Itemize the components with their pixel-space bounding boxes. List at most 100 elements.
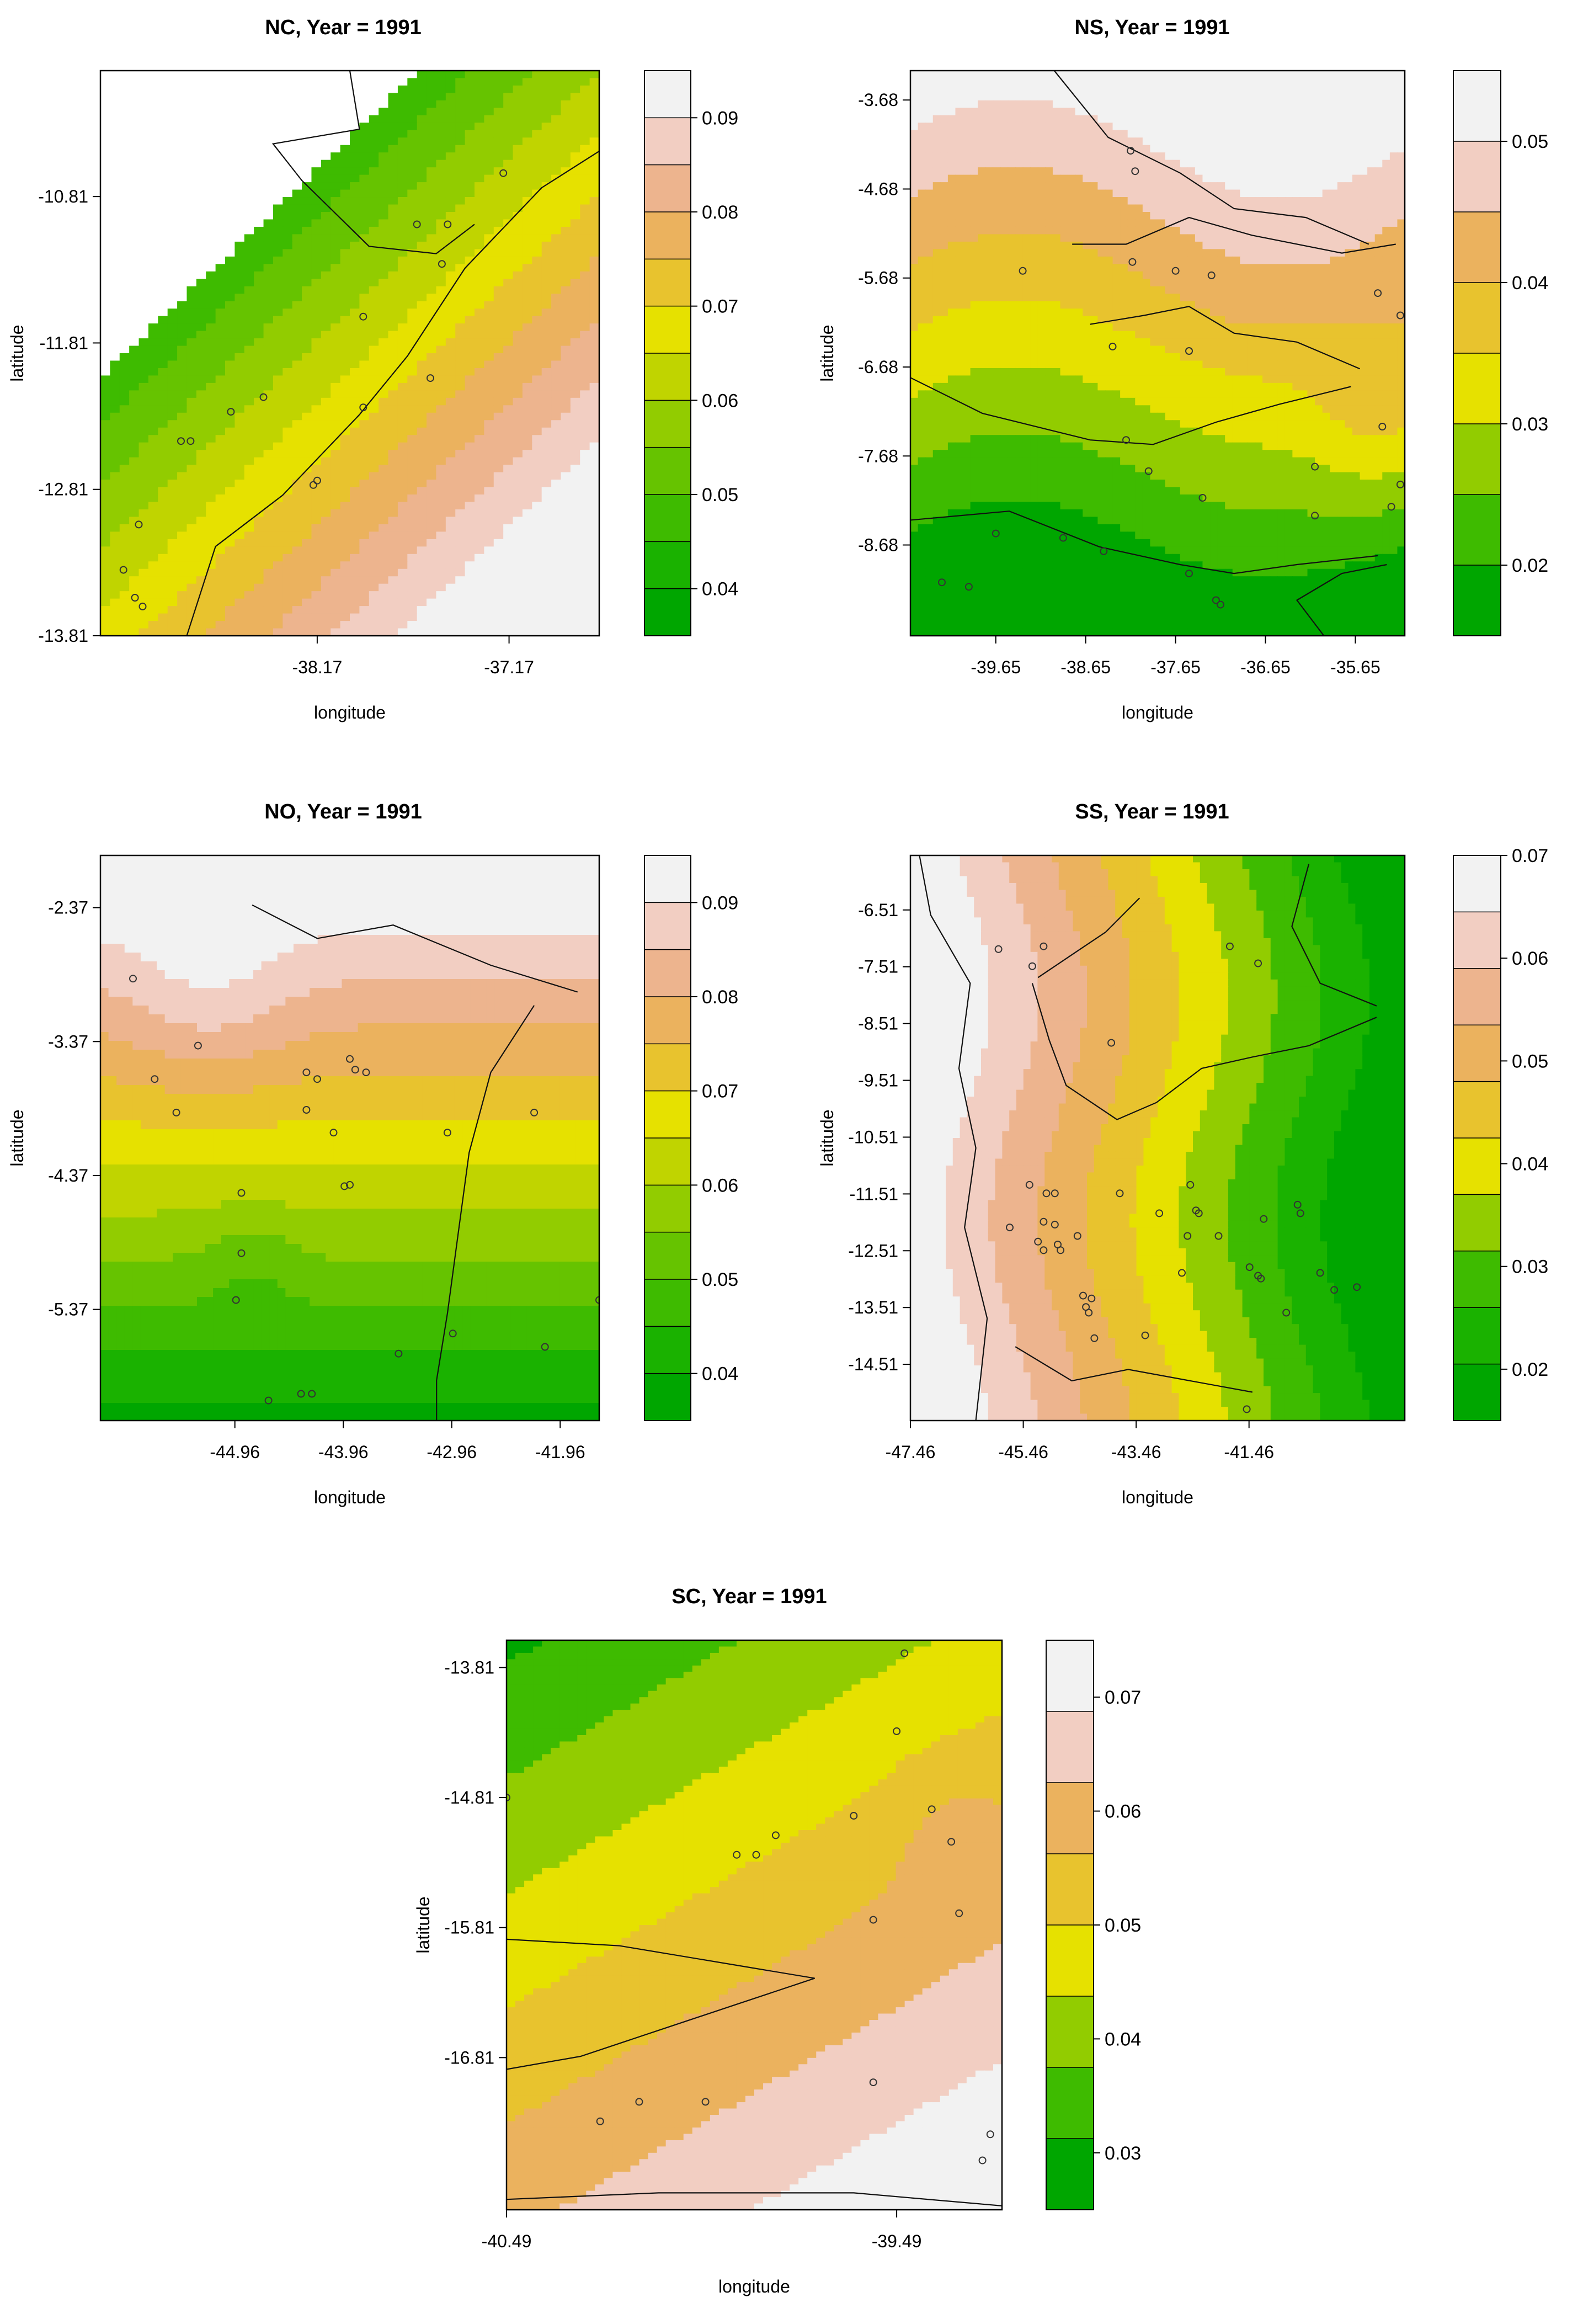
heatmap-cell	[475, 621, 485, 629]
heatmap-cell	[570, 457, 581, 465]
heatmap-cell	[955, 78, 963, 86]
heatmap-cell	[963, 212, 971, 220]
heatmap-cell	[138, 450, 149, 458]
heatmap-cell	[1284, 204, 1293, 212]
heatmap-cell	[244, 546, 254, 555]
heatmap-cell	[129, 390, 140, 398]
heatmap-cell	[148, 390, 159, 398]
heatmap-cell	[475, 360, 485, 369]
heatmap-cell	[475, 591, 485, 599]
heatmap-cell	[254, 613, 264, 621]
heatmap-cell	[234, 628, 245, 636]
heatmap-cell	[522, 509, 533, 518]
heatmap-cell	[963, 130, 971, 139]
heatmap-cell	[1292, 182, 1300, 190]
heatmap-cell	[369, 241, 379, 250]
heatmap-cell	[417, 286, 427, 295]
heatmap-cell	[379, 457, 389, 465]
heatmap-cell	[263, 494, 274, 503]
heatmap-cell	[1255, 159, 1263, 168]
heatmap-cell	[1142, 93, 1151, 101]
heatmap-cell	[283, 249, 293, 257]
heatmap-cell	[100, 568, 111, 577]
heatmap-cell	[1382, 123, 1390, 131]
heatmap-cell	[1292, 108, 1300, 116]
heatmap-cell	[513, 450, 523, 458]
heatmap-cell	[1270, 204, 1278, 212]
heatmap-cell	[1015, 234, 1024, 242]
heatmap-cell	[1052, 108, 1061, 116]
heatmap-cell	[947, 226, 956, 235]
heatmap-cell	[167, 368, 178, 376]
heatmap-cell	[475, 93, 485, 101]
heatmap-cell	[1299, 167, 1308, 176]
heatmap-cell	[167, 331, 178, 339]
heatmap-cell	[1000, 130, 1009, 139]
heatmap-cell	[513, 115, 523, 124]
heatmap-cell	[167, 457, 178, 465]
heatmap-cell	[407, 397, 418, 406]
heatmap-cell	[1374, 182, 1383, 190]
heatmap-cell	[493, 442, 504, 450]
heatmap-cell	[292, 212, 302, 220]
heatmap-cell	[1262, 78, 1271, 86]
heatmap-cell	[1000, 115, 1009, 124]
heatmap-cell	[369, 531, 379, 540]
heatmap-cell	[359, 130, 370, 139]
heatmap-cell	[522, 457, 533, 465]
heatmap-cell	[407, 457, 418, 465]
heatmap-cell	[541, 353, 552, 361]
heatmap-cell	[100, 375, 111, 384]
heatmap-cell	[484, 309, 494, 317]
heatmap-cell	[129, 576, 140, 584]
heatmap-cell	[1015, 78, 1024, 86]
heatmap-cell	[167, 338, 178, 347]
heatmap-cell	[359, 420, 370, 428]
heatmap-cell	[186, 360, 197, 369]
heatmap-cell	[445, 435, 456, 443]
heatmap-cell	[167, 353, 178, 361]
heatmap-cell	[1270, 71, 1278, 79]
heatmap-cell	[503, 197, 514, 205]
heatmap-cell	[1217, 234, 1225, 242]
heatmap-cell	[225, 309, 236, 317]
heatmap-cell	[311, 628, 322, 636]
heatmap-cell	[321, 294, 332, 302]
heatmap-cell	[1397, 174, 1405, 183]
heatmap-cell	[561, 93, 571, 101]
heatmap-cell	[148, 561, 159, 570]
heatmap-cell	[465, 472, 475, 480]
heatmap-cell	[1217, 212, 1225, 220]
heatmap-cell	[138, 368, 149, 376]
heatmap-cell	[1068, 226, 1076, 235]
heatmap-cell	[263, 450, 274, 458]
heatmap-cell	[129, 613, 140, 621]
heatmap-cell	[532, 338, 542, 347]
heatmap-cell	[397, 85, 408, 94]
heatmap-cell	[1277, 226, 1286, 235]
heatmap-cell	[407, 93, 418, 101]
heatmap-cell	[263, 301, 274, 309]
heatmap-cell	[589, 412, 599, 421]
heatmap-cell	[1397, 226, 1405, 235]
heatmap-cell	[445, 189, 456, 198]
heatmap-cell	[493, 397, 504, 406]
heatmap-cell	[340, 353, 350, 361]
heatmap-cell	[455, 152, 466, 161]
heatmap-cell	[215, 465, 226, 473]
heatmap-cell	[119, 472, 130, 480]
heatmap-cell	[1097, 71, 1106, 79]
heatmap-cell	[254, 568, 264, 577]
heatmap-cell	[359, 368, 370, 376]
heatmap-cell	[1255, 108, 1263, 116]
heatmap-cell	[1202, 182, 1211, 190]
heatmap-cell	[244, 294, 254, 302]
heatmap-cell	[522, 174, 533, 183]
heatmap-cell	[119, 382, 130, 391]
heatmap-cell	[1240, 197, 1248, 205]
heatmap-cell	[455, 100, 466, 109]
heatmap-cell	[167, 345, 178, 354]
heatmap-cell	[1180, 212, 1188, 220]
heatmap-cell	[1120, 249, 1128, 257]
heatmap-cell	[1225, 234, 1233, 242]
